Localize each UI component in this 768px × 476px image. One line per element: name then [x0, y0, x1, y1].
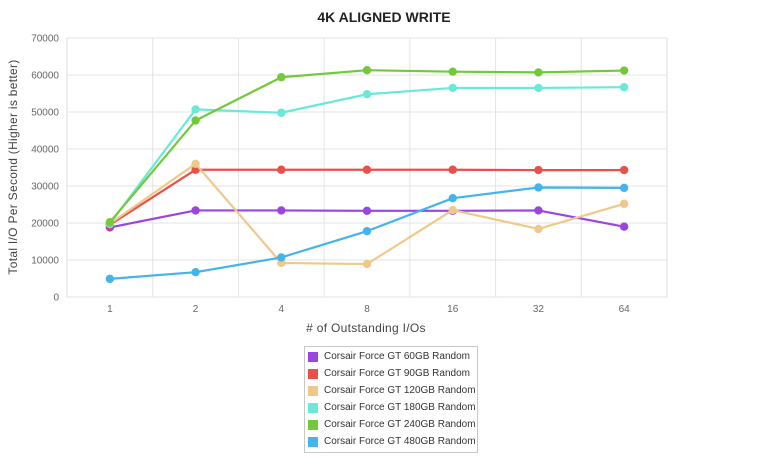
legend-label: Corsair Force GT 120GB Random	[324, 385, 476, 396]
data-point	[362, 206, 372, 215]
data-point	[191, 105, 200, 114]
series-line	[108, 86, 625, 225]
y-axis-label: Total I/O Per Second (Higher is better)	[6, 59, 20, 274]
data-point	[619, 222, 629, 231]
series-line	[109, 168, 625, 226]
data-point	[362, 165, 372, 174]
data-point	[534, 206, 543, 215]
data-point	[619, 66, 629, 75]
y-tick-label: 20000	[31, 219, 59, 230]
data-point	[191, 206, 200, 215]
data-point	[448, 194, 457, 203]
legend-swatch	[308, 351, 318, 362]
series-2	[105, 165, 629, 230]
data-point	[448, 165, 457, 174]
data-point	[534, 83, 543, 93]
x-tick-label: 16	[447, 304, 459, 315]
data-point	[362, 65, 372, 75]
data-point	[362, 226, 372, 236]
data-point	[534, 165, 543, 175]
data-point	[191, 268, 200, 277]
data-point	[362, 259, 372, 269]
series-3	[105, 159, 629, 269]
legend-item: Corsair Force GT 120GB Random	[308, 382, 476, 399]
data-point	[277, 253, 286, 262]
series-5	[105, 65, 629, 227]
data-point	[191, 159, 200, 168]
legend-swatch	[308, 385, 318, 396]
legend-item: Corsair Force GT 90GB Random	[308, 365, 474, 382]
x-tick-label: 8	[364, 304, 370, 315]
x-tick-label: 1	[107, 304, 113, 315]
y-tick-label: 60000	[31, 71, 59, 82]
x-axis-label: # of Outstanding I/Os	[306, 321, 426, 335]
y-tick-label: 0	[53, 293, 59, 304]
data-point	[534, 224, 543, 234]
data-point	[191, 116, 200, 125]
legend: Corsair Force GT 60GB Random Corsair Forc…	[304, 346, 478, 453]
y-tick-label: 40000	[31, 145, 59, 156]
legend-label: Corsair Force GT 240GB Random	[324, 419, 476, 430]
x-tick-label: 32	[533, 304, 545, 315]
data-point	[619, 83, 629, 92]
legend-item: Corsair Force GT 240GB Random	[308, 416, 476, 433]
data-point	[277, 108, 286, 117]
data-point	[534, 68, 543, 77]
data-point	[448, 67, 457, 76]
y-tick-label: 50000	[31, 108, 59, 119]
legend-label: Corsair Force GT 90GB Random	[324, 368, 470, 379]
y-axis-ticks: 0 10000 20000 30000 40000 50000 60000 70000	[31, 34, 59, 304]
data-point	[277, 206, 286, 215]
data-point	[362, 90, 372, 99]
data-point	[448, 205, 457, 215]
x-tick-label: 64	[619, 304, 631, 315]
x-axis-ticks: 1 2 4 8 16 32 64	[107, 304, 630, 315]
y-tick-label: 70000	[31, 34, 59, 45]
data-point	[448, 83, 457, 93]
data-point	[277, 73, 286, 82]
legend-swatch	[308, 402, 318, 413]
series-6	[105, 183, 629, 284]
legend-label: Corsair Force GT 60GB Random	[324, 351, 470, 362]
legend-item: Corsair Force GT 180GB Random	[308, 399, 476, 416]
data-point	[619, 165, 629, 175]
x-tick-label: 2	[193, 304, 199, 315]
legend-swatch	[308, 368, 318, 379]
data-point	[619, 199, 629, 208]
legend-item: Corsair Force GT 60GB Random	[308, 348, 474, 365]
series-lines	[105, 65, 629, 284]
data-point	[105, 218, 115, 227]
data-point	[277, 165, 286, 174]
legend-swatch	[308, 419, 318, 430]
data-point	[619, 183, 629, 193]
chart-title: 4K ALIGNED WRITE	[317, 9, 450, 25]
data-point	[105, 274, 115, 284]
y-tick-label: 30000	[31, 182, 59, 193]
legend-label: Corsair Force GT 180GB Random	[324, 402, 476, 413]
x-tick-label: 4	[279, 304, 285, 315]
data-point	[534, 183, 543, 192]
legend-item: Corsair Force GT 480GB Random	[308, 433, 476, 450]
legend-label: Corsair Force GT 480GB Random	[324, 436, 476, 447]
series-4	[105, 83, 629, 228]
legend-swatch	[308, 436, 318, 447]
y-tick-label: 10000	[31, 256, 59, 267]
